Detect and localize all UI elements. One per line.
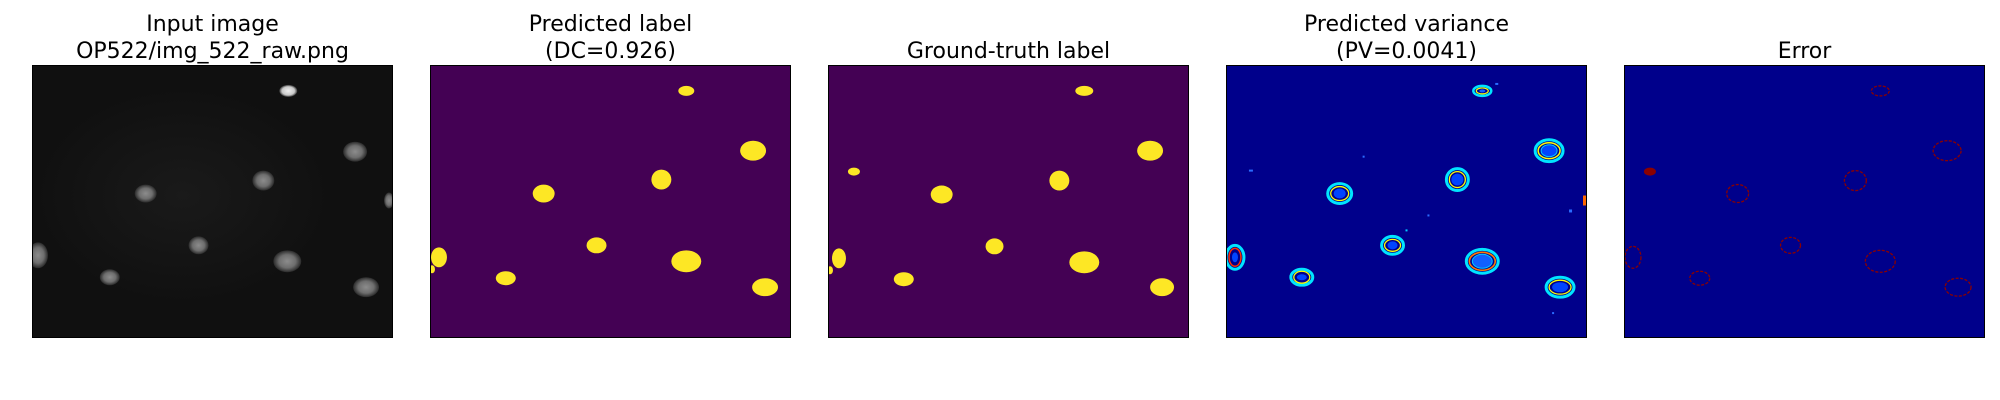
panel-title: Predicted variance (PV=0.0041) [1186, 11, 1627, 65]
nucleus [188, 236, 209, 255]
panel-title-line: Predicted variance [1304, 12, 1509, 37]
mask-background [431, 66, 790, 337]
panel-title-line: OP522/img_522_raw.png [76, 39, 349, 64]
panel-title-line: (DC=0.926) [545, 39, 676, 64]
mask-blob [1069, 251, 1100, 274]
panel-predicted-label: Predicted label (DC=0.926) [430, 0, 791, 340]
mask-blob [651, 169, 672, 190]
error-ring [1944, 277, 1972, 297]
error-ring [1726, 183, 1750, 204]
mask-foreground [829, 85, 1175, 297]
nucleus [353, 277, 380, 298]
nucleus [99, 269, 120, 286]
mask-blob [586, 237, 607, 254]
panel-input-image: Input image OP522/img_522_raw.png [32, 0, 393, 340]
panel-ground-truth-label: Ground-truth label [828, 0, 1189, 340]
panel-title: Input image OP522/img_522_raw.png [0, 11, 433, 65]
mask-blob [431, 247, 447, 268]
panel-title-line: Predicted label [528, 12, 693, 37]
mask-blob [1049, 170, 1070, 191]
mask-blob [1150, 278, 1175, 297]
error-blob [1643, 167, 1656, 176]
variance-ring [1326, 182, 1354, 205]
mask-blob [431, 265, 435, 274]
nucleus [252, 170, 275, 191]
panel-title: Error [1584, 38, 2000, 65]
ground-truth-label-image [828, 65, 1189, 338]
input-image [32, 65, 393, 338]
variance-background [1227, 66, 1586, 337]
panel-predicted-variance: Predicted variance (PV=0.0041) [1226, 0, 1587, 340]
mask-blob [495, 271, 516, 286]
variance-ring [1289, 267, 1315, 287]
panel-title-line: (PV=0.0041) [1336, 39, 1477, 64]
error-ring [1689, 270, 1711, 286]
nucleus [279, 84, 298, 97]
panel-title-line: Error [1777, 39, 1832, 64]
nucleus [33, 242, 48, 269]
predicted-label-image [430, 65, 791, 338]
error-ring [1625, 245, 1642, 269]
predicted-variance-image [1226, 65, 1587, 338]
error-ring [1870, 85, 1890, 97]
nucleus [134, 184, 157, 203]
mask-blob [893, 272, 914, 287]
error-image [1624, 65, 1985, 338]
variance-ring [1227, 243, 1246, 271]
variance-ring [1533, 138, 1565, 164]
error-background [1625, 66, 1984, 337]
mask-blob [1137, 140, 1164, 161]
error-ring [1864, 249, 1896, 273]
variance-ring [1464, 247, 1500, 275]
mask-blob [930, 185, 953, 204]
mask-background [829, 66, 1188, 337]
variance-speckles [1248, 82, 1586, 315]
panel-title: Ground-truth label [788, 38, 1229, 65]
panel-title-line: Input image [146, 12, 279, 37]
mask-blob [678, 85, 695, 96]
nucleus [273, 250, 302, 273]
mask-foreground [431, 85, 779, 297]
error-ring [1779, 236, 1802, 254]
error-ring [1843, 169, 1867, 192]
variance-ring [1544, 275, 1576, 299]
variance-ring [1472, 84, 1493, 98]
mask-blob [829, 266, 833, 275]
panel-title-line: Ground-truth label [906, 39, 1111, 64]
mask-blob [847, 167, 860, 176]
mask-blob [1075, 85, 1094, 96]
error-ring [1932, 140, 1962, 162]
nucleus [384, 192, 392, 209]
mask-blob [740, 140, 767, 161]
panel-title: Predicted label (DC=0.926) [390, 11, 831, 65]
mask-blob [831, 248, 846, 269]
variance-ring [1444, 167, 1470, 193]
mask-blob [985, 238, 1004, 255]
error-marks [1625, 85, 1972, 297]
mask-blob [532, 184, 555, 203]
panel-error: Error [1624, 0, 1985, 340]
variance-ring [1380, 234, 1406, 256]
nucleus [343, 141, 368, 162]
mask-blob [752, 278, 779, 297]
mask-blob [671, 250, 702, 273]
